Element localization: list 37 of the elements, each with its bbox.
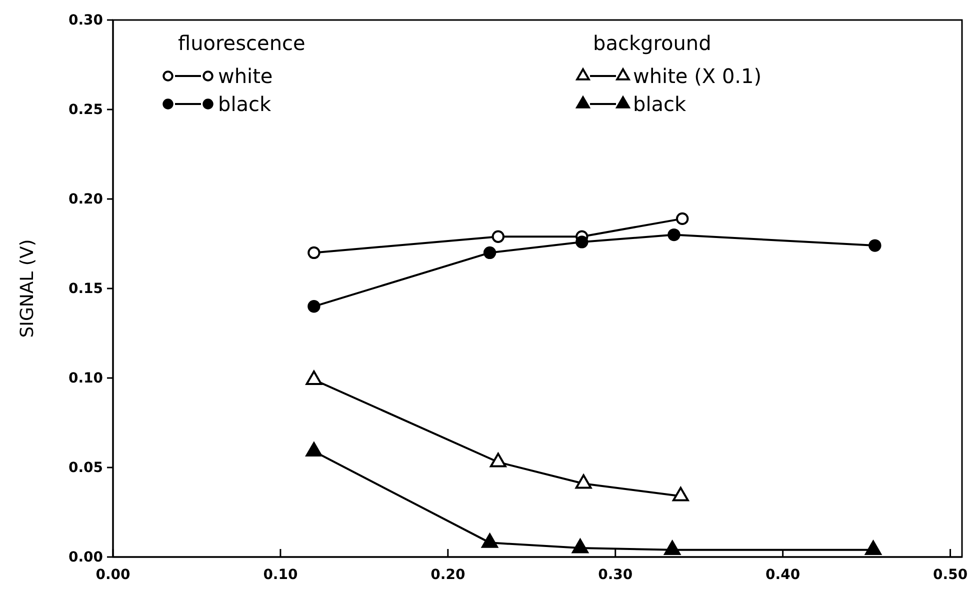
x-tick-label: 0.40: [766, 566, 800, 583]
point: [865, 540, 882, 555]
point: [672, 486, 689, 502]
point: [492, 230, 504, 243]
y-tick-label: 0.30: [68, 12, 104, 28]
y-tick-label: 0.15: [68, 280, 103, 297]
point: [482, 533, 498, 548]
point: [668, 228, 680, 242]
y-tick-label: 0.10: [68, 370, 104, 386]
y-axis-title: SIGNAL (V): [17, 239, 38, 338]
x-tick-label: 0.10: [263, 566, 298, 583]
point: [868, 239, 882, 252]
legend-label: black: [218, 92, 272, 116]
y-tick-label: 0.00: [68, 549, 104, 566]
point: [575, 474, 592, 489]
point: [483, 246, 496, 260]
point: [306, 442, 322, 457]
point: [664, 540, 681, 555]
x-tick-label: 0.20: [430, 566, 466, 583]
legend-label: white (X 0.1): [633, 64, 762, 88]
point: [576, 236, 588, 248]
point: [308, 300, 320, 313]
point: [676, 212, 689, 226]
x-tick-label: 0.50: [933, 566, 968, 583]
point: [308, 246, 320, 260]
point: [306, 370, 322, 385]
y-tick-label: 0.25: [68, 102, 103, 118]
legend-label: black: [633, 92, 687, 116]
annotation: background: [593, 31, 712, 55]
x-tick-label: 0.30: [598, 566, 633, 583]
y-tick-label: 0.20: [68, 191, 104, 208]
annotation: fluorescence: [178, 31, 306, 55]
point: [572, 538, 588, 554]
legend-label: white: [218, 64, 273, 88]
point: [490, 452, 506, 468]
y-tick-label: 0.05: [68, 460, 103, 476]
x-tick-label: 0.00: [96, 566, 131, 583]
